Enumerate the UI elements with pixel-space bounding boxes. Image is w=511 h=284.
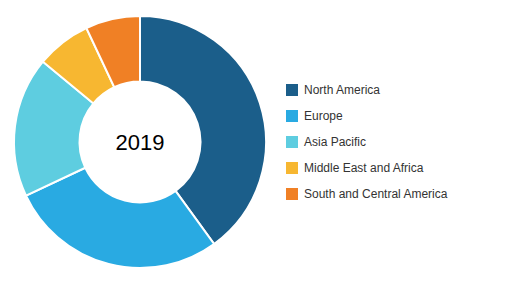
legend-label: Middle East and Africa: [304, 161, 424, 175]
legend-label: Europe: [304, 109, 343, 123]
center-text: 2019: [116, 130, 165, 155]
legend-swatch: [286, 84, 298, 96]
slice: [86, 16, 140, 87]
legend-item: Middle East and Africa: [286, 161, 424, 175]
legend-item: North America: [286, 83, 380, 97]
legend-item: South and Central America: [286, 187, 448, 201]
legend: North America Europe Asia Pacific Middle Ea…: [286, 83, 448, 201]
legend-item: Asia Pacific: [286, 135, 366, 149]
legend-label: Asia Pacific: [304, 135, 366, 149]
chart: 2019 North America Europe Asia Pacific Middl…: [0, 0, 511, 284]
legend-swatch: [286, 136, 298, 148]
legend-swatch: [286, 110, 298, 122]
legend-swatch: [286, 162, 298, 174]
legend-item: Europe: [286, 109, 343, 123]
donut: 2019: [14, 16, 266, 268]
legend-label: North America: [304, 83, 380, 97]
legend-label: South and Central America: [304, 187, 448, 201]
legend-swatch: [286, 188, 298, 200]
